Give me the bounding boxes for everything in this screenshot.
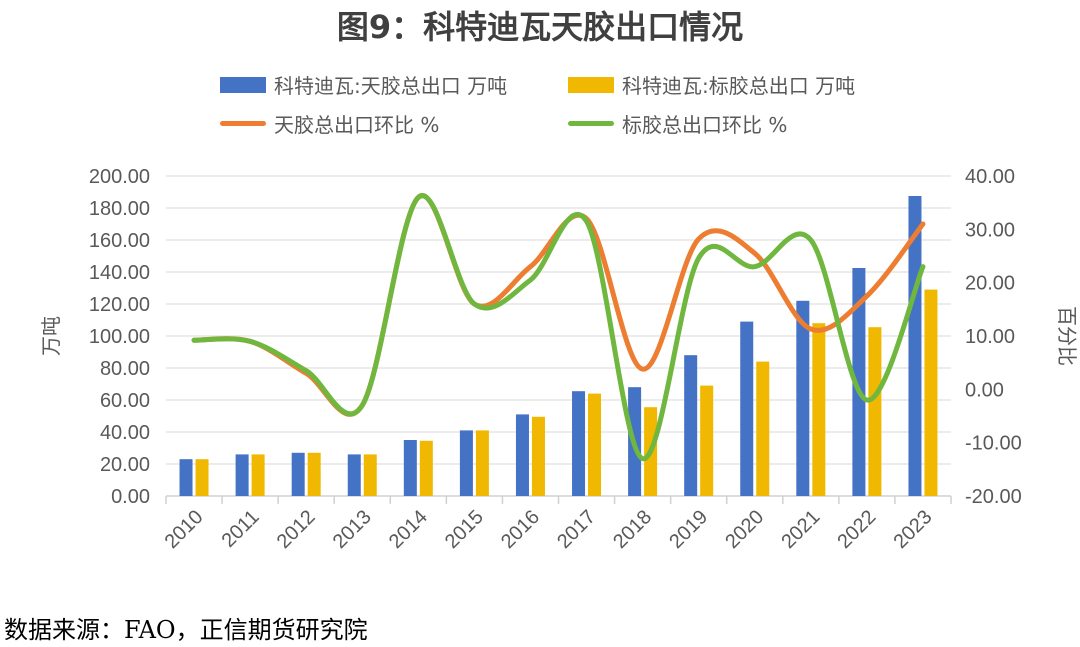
x-tick-label: 2022 <box>833 506 880 553</box>
bar-natural-rubber <box>347 454 361 496</box>
legend-item-series-2: 天胶总出口环比 % <box>220 109 439 138</box>
bar-standard-rubber <box>588 393 602 496</box>
bar-natural-rubber <box>235 454 249 496</box>
bar-natural-rubber <box>459 430 473 496</box>
bar-standard-rubber <box>251 454 265 496</box>
legend-item-series-3: 标胶总出口环比 % <box>568 109 787 138</box>
bar-natural-rubber <box>572 391 586 496</box>
y2-tick-label: 10.00 <box>965 326 1015 348</box>
line-standard-rubber-mom <box>191 193 926 462</box>
y-tick-label: 80.00 <box>100 358 150 380</box>
y2-tick-label: 30.00 <box>965 219 1015 241</box>
legend-item-series-1: 科特迪瓦:标胶总出口 万吨 <box>568 70 855 99</box>
source-note: 数据来源：FAO，正信期货研究院 <box>4 616 368 644</box>
y-tick-label: 120.00 <box>89 294 150 316</box>
legend-swatch <box>220 121 266 126</box>
legend-label: 天胶总出口环比 % <box>274 113 440 137</box>
x-tick-label: 2012 <box>273 506 320 553</box>
bar-natural-rubber <box>515 414 529 496</box>
y-tick-label: 200.00 <box>89 166 150 188</box>
bar-standard-rubber <box>531 416 545 496</box>
bar-natural-rubber <box>908 196 922 496</box>
y2-tick-label: 0.00 <box>965 379 1004 401</box>
bar-standard-rubber <box>756 361 770 496</box>
bar-standard-rubber <box>363 454 377 496</box>
y-tick-label: 160.00 <box>89 230 150 252</box>
legend-item-series-0: 科特迪瓦:天胶总出口 万吨 <box>220 70 507 99</box>
y2-tick-label: 40.00 <box>965 166 1015 188</box>
legend-label: 科特迪瓦:天胶总出口 万吨 <box>274 74 508 98</box>
y-tick-label: 20.00 <box>100 454 150 476</box>
bar-standard-rubber <box>868 327 882 496</box>
chart-plot: 0.00 20.00 40.00 60.00 80.00 100.00 120.00 140.… <box>40 166 1078 553</box>
bar-natural-rubber <box>403 440 417 496</box>
y2-tick-label: -10.00 <box>965 433 1022 455</box>
y2-tick-label: -20.00 <box>965 486 1022 508</box>
y2-axis-title: 百分比 <box>1055 306 1078 366</box>
y-tick-label: 140.00 <box>89 262 150 284</box>
bar-natural-rubber <box>179 459 193 496</box>
y-axis-title: 万吨 <box>40 316 63 356</box>
x-tick-label: 2016 <box>497 506 544 553</box>
legend-swatch <box>568 76 614 93</box>
bar-natural-rubber <box>852 268 866 496</box>
bar-natural-rubber <box>684 355 698 496</box>
y-tick-label: 40.00 <box>100 422 150 444</box>
legend-swatch <box>220 76 266 93</box>
bar-standard-rubber <box>924 289 938 496</box>
legend-label: 科特迪瓦:标胶总出口 万吨 <box>622 74 856 98</box>
y-tick-label: 180.00 <box>89 198 150 220</box>
x-tick-label: 2015 <box>441 506 488 553</box>
y2-tick-label: 20.00 <box>965 273 1015 295</box>
x-tick-label: 2020 <box>721 506 768 553</box>
bar-standard-rubber <box>195 459 209 496</box>
chart-title: 图9：科特迪瓦天胶出口情况 <box>336 8 744 46</box>
bar-standard-rubber <box>475 430 489 496</box>
x-tick-label: 2018 <box>609 506 656 553</box>
legend-swatch <box>568 121 614 126</box>
legend-label: 标胶总出口环比 % <box>622 113 788 137</box>
x-tick-label: 2010 <box>161 506 208 553</box>
x-tick-label: 2017 <box>553 506 600 553</box>
bar-standard-rubber <box>307 452 321 496</box>
x-tick-label: 2023 <box>889 506 936 553</box>
y-tick-label: 60.00 <box>100 390 150 412</box>
bar-standard-rubber <box>812 323 826 496</box>
bar-natural-rubber <box>291 452 305 496</box>
x-tick-label: 2021 <box>777 506 824 553</box>
x-tick-label: 2019 <box>665 506 712 553</box>
y-tick-label: 0.00 <box>111 486 150 508</box>
bar-standard-rubber <box>700 385 714 496</box>
x-tick-label: 2013 <box>329 506 376 553</box>
bar-natural-rubber <box>796 300 810 496</box>
y-tick-label: 100.00 <box>89 326 150 348</box>
x-tick-label: 2011 <box>218 506 264 552</box>
x-tick-label: 2014 <box>385 506 432 553</box>
bar-natural-rubber <box>740 321 754 496</box>
bar-standard-rubber <box>419 440 433 496</box>
